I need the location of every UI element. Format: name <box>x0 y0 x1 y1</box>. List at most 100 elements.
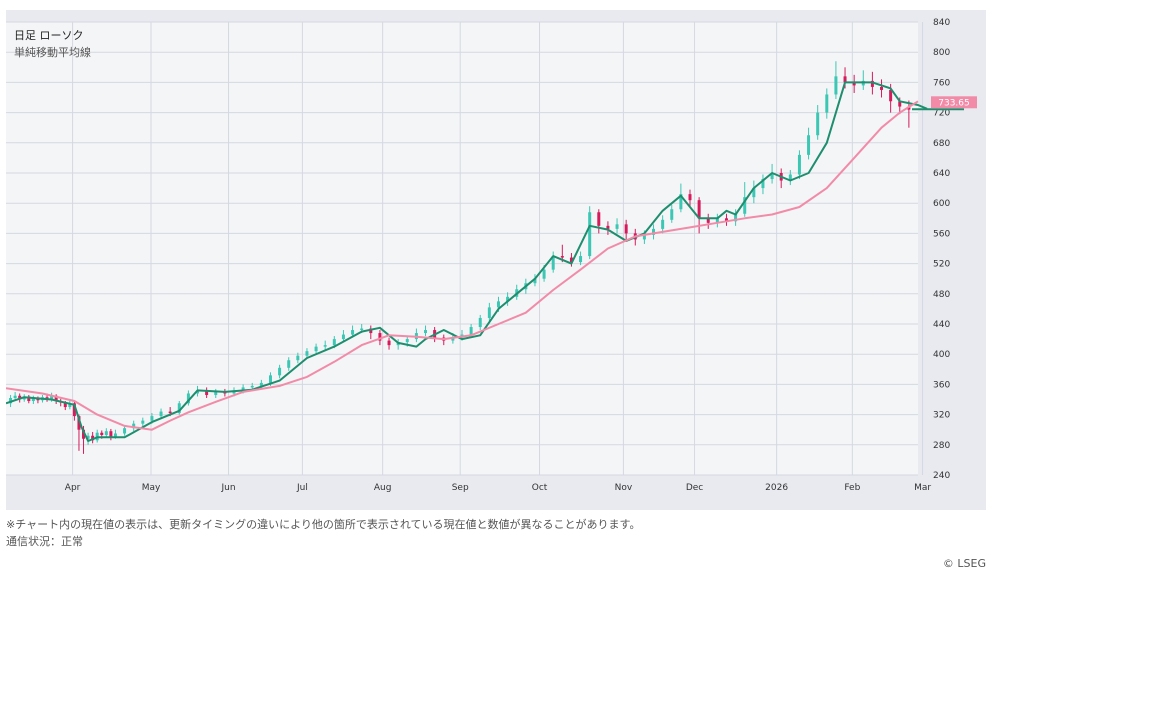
candle-body <box>889 89 893 102</box>
candle-body <box>323 345 327 347</box>
candle-body <box>697 200 701 219</box>
candle-body <box>424 330 428 334</box>
candle-body <box>825 94 829 113</box>
candle-body <box>880 86 884 90</box>
candle-body <box>624 224 628 234</box>
candle-body <box>360 328 364 331</box>
y-tick-label: 520 <box>933 260 950 270</box>
candle-body <box>807 135 811 155</box>
candle-body <box>177 403 181 414</box>
candle-body <box>642 234 646 240</box>
candle-body <box>9 397 13 404</box>
candle-body <box>141 420 145 424</box>
candle-body <box>870 80 874 87</box>
candle-body <box>898 101 902 107</box>
candle-body <box>72 403 76 417</box>
candle-body <box>496 301 500 308</box>
candle-body <box>569 257 573 263</box>
x-tick-label: Aug <box>374 483 392 493</box>
connection-status: 通信状況：正常 <box>6 535 83 548</box>
candle-body <box>168 411 172 414</box>
y-tick-label: 760 <box>933 78 950 88</box>
y-tick-label: 440 <box>933 320 950 330</box>
candle-body <box>588 212 592 257</box>
chart-title: 日足 ローソク <box>14 29 84 42</box>
candle-body <box>852 82 856 86</box>
candle-body <box>679 194 683 210</box>
candle-body <box>788 174 792 181</box>
candle-body <box>123 428 127 434</box>
candle-body <box>150 416 154 421</box>
candle-body <box>91 435 95 441</box>
candle-body <box>332 339 336 346</box>
x-tick-label: May <box>142 483 161 493</box>
candle-body <box>241 387 245 391</box>
candle-body <box>405 339 409 343</box>
candle-body <box>542 269 546 279</box>
candle-body <box>186 393 190 404</box>
candle-body <box>341 334 345 340</box>
x-tick-label: 2026 <box>765 483 788 493</box>
y-tick-label: 640 <box>933 169 950 179</box>
x-tick-label: Jul <box>296 483 308 493</box>
candle-body <box>214 391 218 395</box>
candle-body <box>706 218 710 223</box>
candle-body <box>196 390 200 394</box>
y-tick-label: 560 <box>933 229 950 239</box>
x-tick-label: Dec <box>686 483 703 493</box>
y-tick-label: 840 <box>933 18 950 28</box>
candle-body <box>250 385 254 388</box>
candle-body <box>724 218 728 222</box>
candle-body <box>50 395 54 400</box>
candle-body <box>159 411 163 417</box>
candle-body <box>715 218 719 223</box>
candle-body <box>31 398 35 402</box>
candle-body <box>551 256 555 270</box>
candle-body <box>734 213 738 222</box>
y-tick-label: 320 <box>933 411 950 421</box>
candle-body <box>579 256 583 263</box>
x-tick-label: Sep <box>452 483 469 493</box>
candle-body <box>761 179 765 189</box>
candle-body <box>451 337 455 341</box>
x-tick-label: Feb <box>844 483 860 493</box>
candle-body <box>68 403 72 408</box>
candle-body <box>387 340 391 346</box>
candle-body <box>109 431 113 437</box>
y-tick-label: 280 <box>933 441 950 451</box>
candle-body <box>478 317 482 328</box>
candle-body <box>305 351 309 356</box>
y-tick-label: 480 <box>933 290 950 300</box>
y-tick-label: 240 <box>933 471 950 481</box>
candle-body <box>296 355 300 361</box>
candle-body <box>86 435 90 439</box>
candle-body <box>259 382 263 386</box>
candle-body <box>205 390 209 395</box>
candle-body <box>369 328 373 334</box>
candle-body <box>113 433 117 437</box>
short-ma-line <box>6 81 928 442</box>
candle-body <box>378 333 382 341</box>
long-ma-line <box>6 100 919 431</box>
candle-body <box>54 395 58 402</box>
y-tick-label: 600 <box>933 199 950 209</box>
y-tick-label: 680 <box>933 139 950 149</box>
candle-body <box>661 219 665 229</box>
candle-body <box>351 330 355 335</box>
candle-body <box>268 375 272 383</box>
candlestick-chart[interactable]: 2402803203604004404805205606006406807207… <box>6 10 986 510</box>
candle-body <box>670 209 674 220</box>
candle-body <box>834 76 838 95</box>
candle-body <box>287 360 291 368</box>
x-tick-label: Nov <box>615 483 633 493</box>
candle-body <box>597 212 601 226</box>
plot-area <box>6 22 918 475</box>
x-tick-label: Apr <box>65 483 81 493</box>
candle-body <box>100 432 104 435</box>
candle-body <box>77 416 81 430</box>
candle-body <box>816 112 820 136</box>
y-tick-label: 360 <box>933 380 950 390</box>
y-tick-label: 800 <box>933 48 950 58</box>
chart-frame: 240 280 320 360 400 440 480 520 560 600 640 680 720 7… <box>6 10 986 510</box>
candle-body <box>843 76 847 83</box>
